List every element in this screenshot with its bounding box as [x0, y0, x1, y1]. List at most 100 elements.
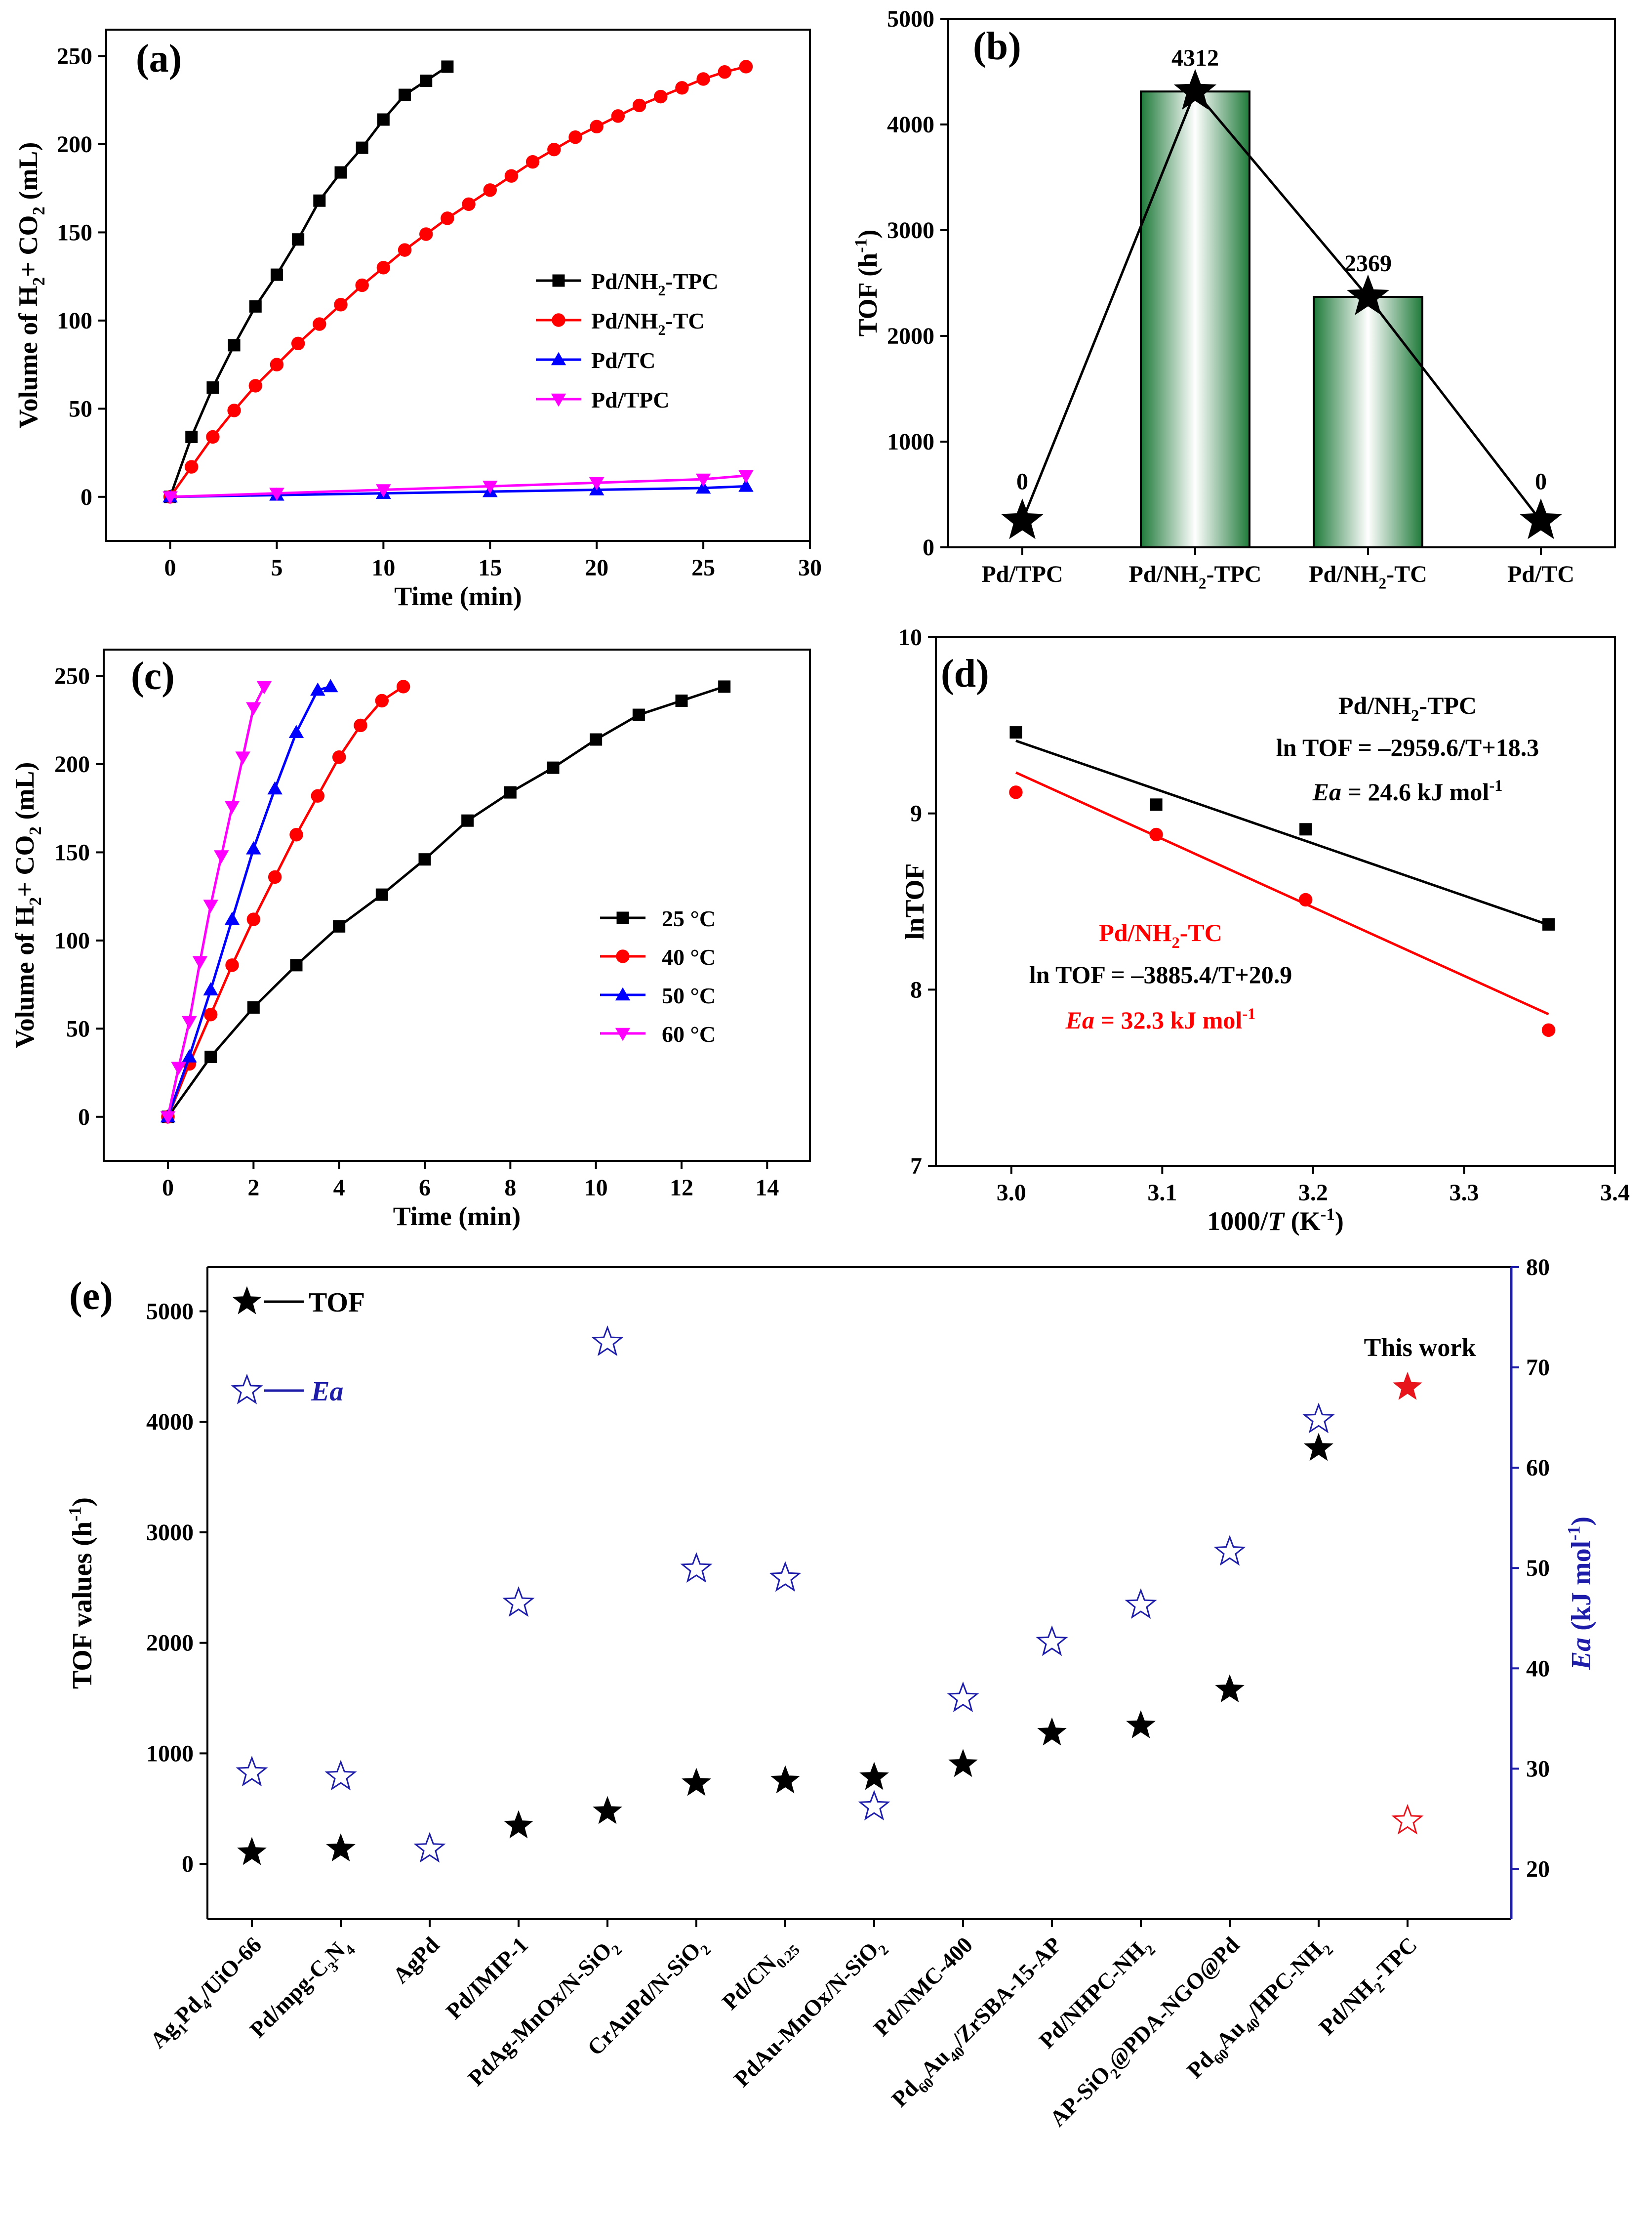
legend-label: 50 °C	[662, 983, 716, 1008]
activation-energy: Ea = 32.3 kJ mol-1​	[1065, 1005, 1256, 1034]
legend-label: Pd/NH2​-TC	[591, 308, 705, 338]
x-tick-label: 0	[162, 1175, 174, 1201]
ea-star	[236, 1756, 268, 1787]
y-tick-label: 200	[57, 131, 92, 158]
data-point	[718, 65, 731, 79]
data-point	[246, 702, 261, 716]
x-tick-label: 3.3	[1449, 1180, 1479, 1206]
data-point	[738, 470, 754, 484]
y-tick-label: 150	[54, 839, 90, 865]
data-point	[185, 460, 199, 474]
y-tick-label: 100	[57, 308, 92, 334]
data-point	[311, 789, 325, 803]
y-tick-label: 150	[57, 219, 92, 246]
panel-label: (d)	[941, 652, 989, 696]
y-tick-label: 5000	[887, 6, 934, 32]
data-point	[418, 853, 431, 866]
x-tick-label: 4	[333, 1175, 345, 1201]
data-point	[590, 120, 604, 133]
fit-line	[1015, 771, 1549, 1016]
y-axis-label-right: Ea (kJ mol-1​)	[1564, 1517, 1597, 1670]
tof-star	[593, 1796, 622, 1824]
data-point	[1541, 1023, 1556, 1037]
data-point	[249, 300, 262, 313]
data-point	[288, 725, 304, 739]
ea-star	[1036, 1625, 1068, 1656]
fit-line	[1015, 740, 1549, 926]
tof-star	[1519, 498, 1563, 539]
y-tick-label: 50	[66, 1016, 90, 1042]
y-tick-label: 250	[57, 43, 92, 70]
panel-label: (b)	[973, 25, 1021, 68]
series-name: Pd/NH2​-TPC	[1338, 692, 1477, 725]
data-point	[334, 166, 347, 179]
data-point	[290, 959, 303, 972]
ea-star	[1213, 1535, 1246, 1566]
legend-marker	[615, 987, 631, 1001]
y-tick-label: 9	[910, 801, 922, 827]
x-tick-label: 15	[478, 555, 502, 581]
y-axis-label: TOF (h-1​)	[851, 230, 883, 337]
ea-star	[502, 1586, 535, 1617]
data-point	[611, 109, 625, 123]
y-tick-label: 3000	[887, 217, 934, 244]
x-tick-label: 3.1	[1147, 1180, 1177, 1206]
data-point	[1149, 827, 1163, 842]
data-point	[738, 478, 754, 492]
legend-marker	[616, 949, 630, 963]
ea-star	[680, 1552, 713, 1583]
data-point	[1299, 823, 1312, 836]
x-tick-label: 10	[584, 1175, 608, 1201]
data-point	[441, 211, 454, 225]
data-point	[246, 841, 261, 855]
panel-a-frame	[105, 29, 811, 542]
data-point	[332, 750, 346, 764]
data-point	[547, 142, 561, 157]
data-point	[162, 491, 178, 505]
data-point	[377, 113, 390, 126]
data-label: 2369	[1344, 250, 1392, 277]
x-tick-label: 20	[585, 555, 608, 581]
data-point	[289, 828, 303, 842]
y-tick-label: 3000	[146, 1520, 194, 1546]
data-point	[291, 336, 305, 350]
data-point	[589, 477, 604, 491]
fit-equation: ln TOF = –3885.4/T+20.9	[1029, 961, 1292, 988]
ea-star	[1391, 1804, 1424, 1835]
data-point	[568, 130, 582, 144]
x-axis-label: Time (min)	[393, 1201, 521, 1231]
data-point	[182, 1016, 197, 1029]
x-tick-label: 30	[798, 555, 822, 581]
legend-label: 25 °C	[662, 906, 716, 931]
x-tick-label: 6	[419, 1175, 431, 1201]
ea-star	[858, 1790, 890, 1821]
category-label: PdAu-MnOx/N-SiO2​	[729, 1932, 892, 2095]
category-label: Pd/NH2​-TPC	[1129, 561, 1262, 592]
y-tick-label: 1000	[887, 429, 934, 455]
tof-star	[948, 1749, 978, 1777]
category-label: Ag1​Pd4​/UiO-66	[145, 1932, 270, 2056]
tof-star	[237, 1837, 267, 1865]
y-tick-label-right: 20	[1526, 1856, 1550, 1882]
y-tick-label: 2000	[887, 323, 934, 349]
x-tick-label: 10	[371, 555, 395, 581]
tof-star	[1126, 1710, 1156, 1738]
legend-marker	[231, 1373, 263, 1404]
panel-label: (c)	[131, 655, 175, 698]
series-line	[166, 686, 266, 1117]
tof-star	[1215, 1674, 1245, 1703]
x-tick-label: 3.4	[1600, 1180, 1630, 1206]
y-tick-label: 10	[898, 624, 922, 651]
category-label: AgPd	[388, 1932, 444, 1988]
tof-star	[1304, 1433, 1333, 1461]
legend-marker	[552, 274, 565, 287]
data-point	[206, 430, 220, 444]
bar	[1140, 90, 1250, 548]
bar	[1313, 296, 1423, 548]
ea-star	[769, 1561, 802, 1592]
data-point	[695, 480, 711, 494]
data-point	[420, 75, 433, 87]
data-point	[356, 141, 368, 154]
ea-star	[1125, 1588, 1157, 1619]
y-axis-label: lnTOF	[900, 863, 929, 940]
